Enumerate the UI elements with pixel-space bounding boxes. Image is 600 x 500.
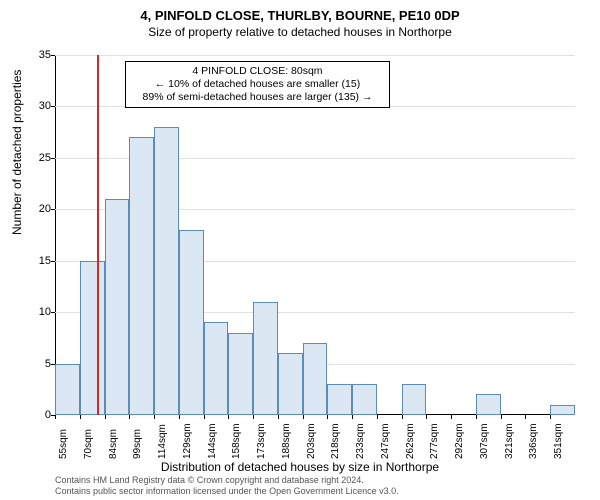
xtick-label: 218sqm xyxy=(330,423,341,459)
chart-title-main: 4, PINFOLD CLOSE, THURLBY, BOURNE, PE10 … xyxy=(0,8,600,23)
annotation-line: 89% of semi-detached houses are larger (… xyxy=(132,91,383,104)
xtick-label: 144sqm xyxy=(207,423,218,459)
xtick-label: 55sqm xyxy=(58,429,69,459)
plot-area: 0510152025303555sqm70sqm84sqm99sqm114sqm… xyxy=(55,55,575,415)
histogram-bar xyxy=(179,230,204,415)
ytick-label: 5 xyxy=(27,358,51,370)
annotation-box: 4 PINFOLD CLOSE: 80sqm← 10% of detached … xyxy=(125,61,390,108)
xtick-mark xyxy=(327,415,328,419)
xtick-label: 351sqm xyxy=(553,423,564,459)
xtick-label: 70sqm xyxy=(83,429,94,459)
xtick-mark xyxy=(55,415,56,419)
xtick-mark xyxy=(525,415,526,419)
reference-line xyxy=(97,55,99,415)
xtick-label: 173sqm xyxy=(256,423,267,459)
xtick-mark xyxy=(154,415,155,419)
attribution-line2: Contains public sector information licen… xyxy=(55,486,399,497)
histogram-bar xyxy=(278,353,303,415)
xtick-mark xyxy=(550,415,551,419)
xtick-label: 292sqm xyxy=(454,423,465,459)
xtick-mark xyxy=(352,415,353,419)
histogram-bar xyxy=(129,137,154,415)
xtick-mark xyxy=(303,415,304,419)
xtick-label: 188sqm xyxy=(281,423,292,459)
xtick-label: 84sqm xyxy=(108,429,119,459)
ytick-label: 20 xyxy=(27,203,51,215)
xtick-label: 336sqm xyxy=(528,423,539,459)
xtick-mark xyxy=(204,415,205,419)
xtick-mark xyxy=(426,415,427,419)
xtick-mark xyxy=(228,415,229,419)
xtick-mark xyxy=(451,415,452,419)
histogram-bar xyxy=(80,261,105,415)
xtick-label: 129sqm xyxy=(182,423,193,459)
ytick-mark xyxy=(51,158,55,159)
xtick-mark xyxy=(80,415,81,419)
ytick-label: 10 xyxy=(27,306,51,318)
xtick-label: 158sqm xyxy=(231,423,242,459)
histogram-bar xyxy=(228,333,253,415)
xtick-mark xyxy=(105,415,106,419)
xtick-label: 307sqm xyxy=(479,423,490,459)
histogram-bar xyxy=(253,302,278,415)
histogram-bar xyxy=(550,405,575,415)
ytick-mark xyxy=(51,312,55,313)
ytick-mark xyxy=(51,209,55,210)
ytick-label: 15 xyxy=(27,255,51,267)
xtick-mark xyxy=(476,415,477,419)
attribution-line1: Contains HM Land Registry data © Crown c… xyxy=(55,475,399,486)
attribution: Contains HM Land Registry data © Crown c… xyxy=(55,475,399,497)
xtick-label: 114sqm xyxy=(157,424,168,459)
xtick-mark xyxy=(278,415,279,419)
xtick-label: 99sqm xyxy=(132,429,143,459)
histogram-bar xyxy=(55,364,80,415)
histogram-bar xyxy=(303,343,328,415)
xtick-label: 321sqm xyxy=(504,423,515,459)
ytick-mark xyxy=(51,55,55,56)
ytick-label: 35 xyxy=(27,49,51,61)
histogram-bar xyxy=(402,384,427,415)
chart-area: 0510152025303555sqm70sqm84sqm99sqm114sqm… xyxy=(55,55,575,415)
xtick-mark xyxy=(253,415,254,419)
gridline xyxy=(55,55,575,56)
ytick-label: 30 xyxy=(27,100,51,112)
x-axis-title: Distribution of detached houses by size … xyxy=(0,460,600,474)
annotation-line: ← 10% of detached houses are smaller (15… xyxy=(132,78,383,91)
ytick-label: 25 xyxy=(27,152,51,164)
xtick-label: 247sqm xyxy=(380,423,391,459)
ytick-mark xyxy=(51,106,55,107)
xtick-mark xyxy=(179,415,180,419)
histogram-bar xyxy=(352,384,377,415)
histogram-bar xyxy=(476,394,501,415)
xtick-mark xyxy=(377,415,378,419)
xtick-mark xyxy=(129,415,130,419)
y-axis-title: Number of detached properties xyxy=(10,70,24,235)
histogram-bar xyxy=(327,384,352,415)
chart-title-sub: Size of property relative to detached ho… xyxy=(0,25,600,39)
xtick-label: 262sqm xyxy=(405,423,416,459)
xtick-mark xyxy=(402,415,403,419)
histogram-bar xyxy=(154,127,179,415)
histogram-bar xyxy=(204,322,229,415)
histogram-bar xyxy=(105,199,130,415)
xtick-label: 277sqm xyxy=(429,423,440,459)
xtick-label: 203sqm xyxy=(306,423,317,459)
ytick-label: 0 xyxy=(27,409,51,421)
xtick-mark xyxy=(501,415,502,419)
xtick-label: 233sqm xyxy=(355,423,366,459)
annotation-line: 4 PINFOLD CLOSE: 80sqm xyxy=(132,65,383,78)
y-axis-line xyxy=(55,55,56,415)
ytick-mark xyxy=(51,261,55,262)
